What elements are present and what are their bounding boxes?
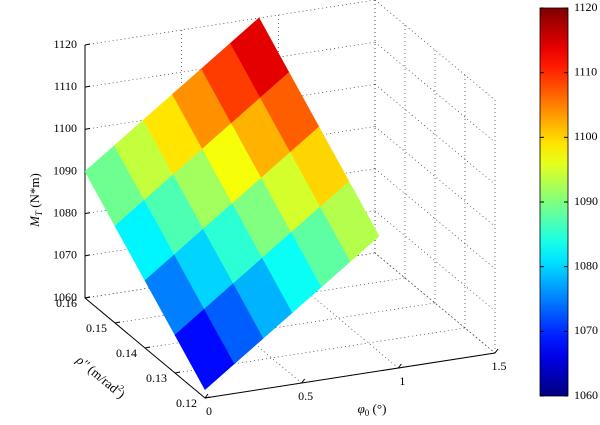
grid-line (84, 41, 376, 88)
x-label-part: φ (358, 401, 365, 416)
tick-mark (84, 254, 91, 257)
z-tick-label: 1060 (53, 290, 77, 304)
y-tick-label: 0.14 (116, 346, 137, 360)
axis-line (204, 352, 496, 399)
z-label-part: M (27, 215, 42, 228)
tick-mark (84, 127, 91, 130)
grid-line (374, 41, 496, 143)
x-tick-label: 0 (206, 404, 212, 418)
y-tick-label: 0.16 (56, 296, 77, 310)
z-label-part: (N*m) (27, 173, 42, 211)
tick-mark (84, 85, 91, 88)
z-label-sub: T (34, 210, 44, 216)
grid-line (84, 83, 376, 130)
colorbar-tick-label: 1090 (574, 194, 598, 208)
colorbar (539, 7, 569, 397)
y-tick-label: 0.13 (146, 371, 167, 385)
surface-patch (174, 308, 235, 391)
colorbar-tick-label: 1070 (574, 323, 598, 337)
y-label-part: (m/rad (83, 360, 122, 396)
grid-line (374, 126, 496, 227)
colorbar-tick-label: 1060 (574, 388, 598, 402)
x-axis-label: φ0 (°) (358, 401, 387, 418)
z-tick-label: 1070 (53, 248, 77, 262)
y-tick-label: 0.15 (86, 321, 107, 335)
x-tick-label: 0.5 (298, 389, 313, 403)
tick-mark (84, 212, 91, 215)
colorbar-tick-label: 1080 (574, 258, 598, 272)
tick-mark (114, 321, 121, 324)
colorbar-tick-label: 1110 (574, 64, 597, 78)
grid-line (374, 210, 496, 312)
colorbar-tick-label: 1100 (574, 129, 598, 143)
z-tick-label: 1080 (53, 205, 77, 219)
z-tick-label: 1090 (53, 163, 77, 177)
y-tick-label: 0.12 (176, 396, 197, 410)
grid-line (84, 0, 376, 46)
y-label-sup: 2 (116, 383, 126, 394)
z-axis-label: MT (N*m) (27, 173, 44, 228)
tick-mark (204, 393, 209, 399)
tick-mark (144, 346, 151, 349)
tick-mark (84, 43, 91, 46)
z-tick-label: 1100 (53, 121, 77, 135)
tick-mark (204, 396, 211, 399)
x-label-part: (°) (369, 401, 386, 416)
grid-line (114, 277, 406, 324)
x-tick-label: 1.5 (492, 359, 507, 373)
tick-mark (397, 363, 402, 369)
z-tick-label: 1110 (54, 79, 77, 93)
tick-mark (494, 348, 499, 354)
z-tick-label: 1120 (53, 37, 77, 51)
colorbar-tick-label: 1120 (574, 0, 598, 14)
x-label-sub: 0 (365, 408, 370, 418)
tick-mark (301, 378, 306, 384)
tick-mark (84, 296, 91, 299)
x-tick-label: 1 (399, 374, 405, 388)
tick-mark (174, 371, 181, 374)
